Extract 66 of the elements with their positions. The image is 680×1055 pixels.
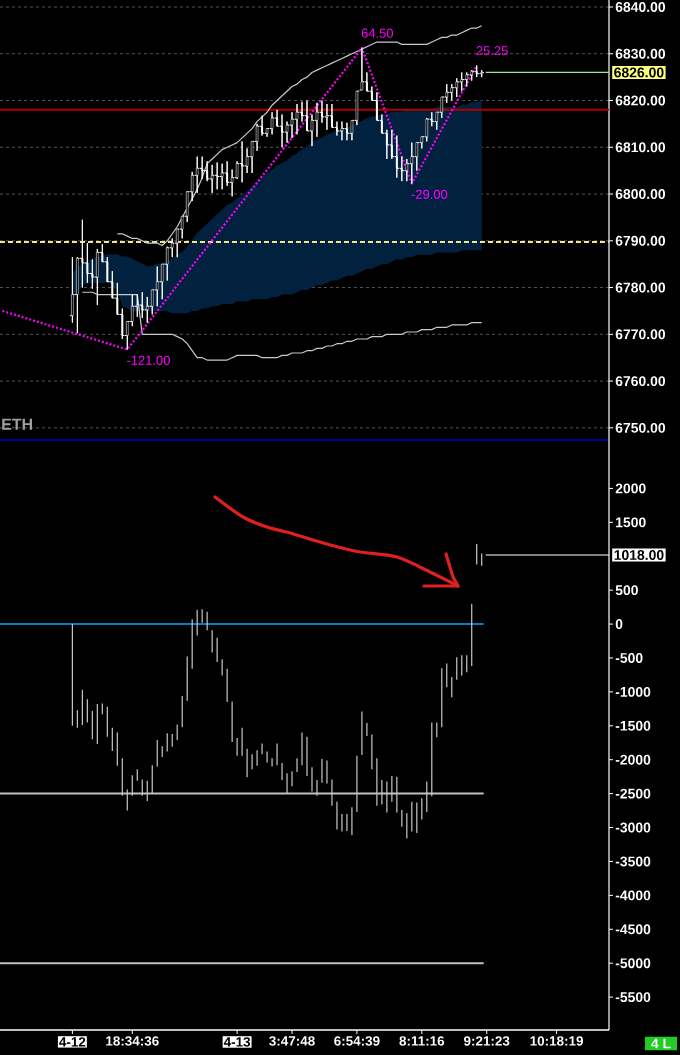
text: 4 L [651, 1038, 671, 1049]
x-tick-label: 3:47:48 [269, 1036, 315, 1046]
annotation: 25.25 [476, 46, 508, 56]
candlestick [194, 156, 200, 194]
y-tick-label: -500 [615, 653, 643, 663]
candlestick [209, 164, 215, 194]
candlestick [294, 103, 300, 135]
candlestick [339, 121, 345, 141]
y-tick-label: -5000 [615, 958, 651, 969]
candlestick [289, 111, 295, 139]
ref-line-label: 6826.00 [614, 67, 664, 78]
y-tick-label: 6840.00 [615, 2, 666, 12]
y-tick-label: -3500 [615, 856, 651, 867]
candlestick [473, 64, 480, 78]
annotation: 64.50 [361, 28, 394, 38]
candlestick [269, 111, 275, 135]
y-tick-label: 6830.00 [615, 48, 666, 59]
y-tick-label: -2500 [615, 788, 651, 799]
candlestick [214, 161, 220, 190]
annotation: -29.00 [411, 189, 448, 199]
x-tick-label: 8:11:16 [399, 1036, 445, 1046]
candlestick [174, 228, 180, 258]
candlestick [409, 142, 415, 185]
candlestick [478, 69, 485, 78]
candlestick [139, 291, 146, 319]
candlestick [324, 103, 330, 131]
y-tick-label: 1500 [616, 517, 646, 528]
line-series [1, 46, 478, 351]
candlestick [199, 156, 205, 180]
y-tick-label: 6790.00 [615, 235, 666, 246]
x-tick-label: 9:21:23 [463, 1036, 510, 1046]
candlestick [359, 47, 365, 91]
candlestick [449, 83, 455, 102]
y-tick-label: 0 [615, 619, 623, 630]
candlestick [304, 100, 310, 132]
annotation: -121.00 [127, 355, 170, 365]
y-tick-label: 6810.00 [615, 142, 666, 153]
candlestick [404, 158, 410, 182]
y-tick-label: 6780.00 [615, 282, 666, 293]
x-tick-label: 18:34:36 [106, 1036, 159, 1046]
candlestick [219, 163, 225, 190]
x-tick-label: 10:18:19 [530, 1036, 583, 1046]
y-tick-label: -1000 [615, 686, 651, 697]
x-tick-label: 4-12 [59, 1037, 86, 1047]
y-tick-label: 6820.00 [615, 95, 666, 106]
annotation: ETH [2, 418, 33, 430]
candlestick [94, 248, 101, 306]
y-tick-label: -5500 [615, 992, 651, 1003]
y-tick-label: 6770.00 [615, 329, 666, 340]
y-tick-label: 6800.00 [615, 189, 666, 199]
x-tick-label: 4-13 [223, 1037, 251, 1047]
candlestick [154, 266, 160, 307]
ref-line-label: 1018.00 [614, 550, 664, 560]
y-tick-label: -4500 [615, 924, 651, 935]
y-tick-label: -2000 [615, 754, 651, 765]
candlestick [224, 160, 230, 187]
y-tick-label: -1500 [615, 720, 651, 731]
y-tick-label: 500 [615, 585, 638, 596]
candlestick [314, 102, 320, 138]
y-tick-label: 2000 [615, 483, 646, 494]
y-tick-label: 6750.00 [615, 422, 666, 433]
y-tick-label: 6760.00 [615, 376, 666, 387]
x-tick-label: 6:54:39 [334, 1036, 380, 1046]
candlestick [319, 100, 325, 124]
y-tick-label: -4000 [615, 890, 651, 901]
y-tick-label: -3000 [615, 822, 651, 833]
